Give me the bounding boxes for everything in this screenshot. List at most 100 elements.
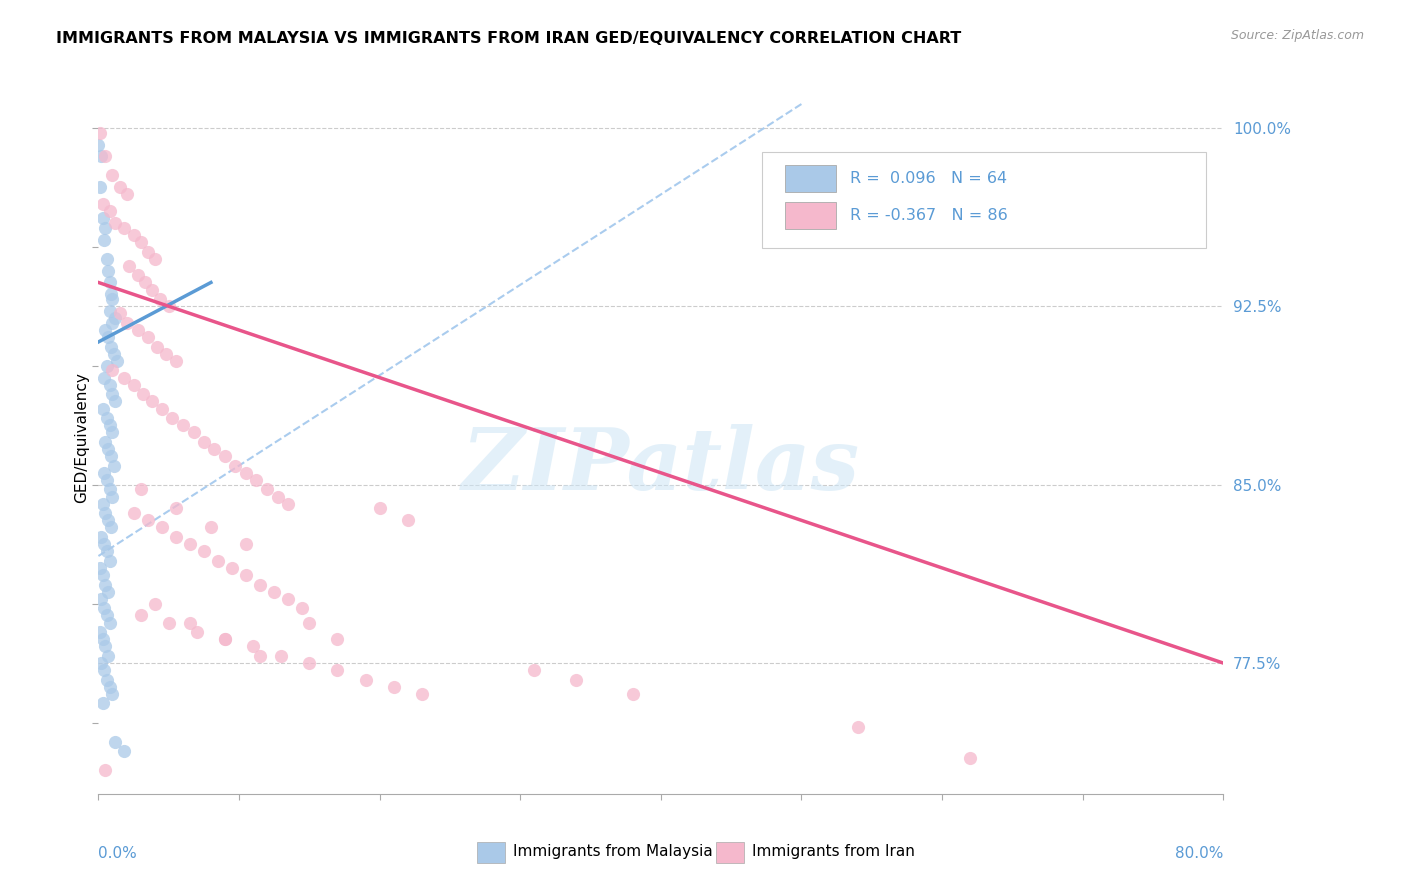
Point — [96, 359, 118, 373]
Point — [165, 354, 187, 368]
Point — [93, 537, 115, 551]
Point — [97, 513, 120, 527]
Point — [90, 530, 112, 544]
Point — [98, 377, 121, 392]
Point — [179, 615, 201, 630]
Point — [165, 501, 187, 516]
Text: Immigrants from Iran: Immigrants from Iran — [752, 845, 915, 859]
Point — [157, 615, 180, 630]
Point — [127, 268, 149, 283]
Point — [160, 411, 183, 425]
Point — [96, 673, 118, 687]
Point — [98, 204, 121, 219]
Point — [270, 648, 292, 663]
Point — [141, 283, 163, 297]
Point — [298, 615, 321, 630]
Point — [157, 299, 180, 313]
Point — [242, 640, 264, 654]
Point — [101, 387, 124, 401]
Point — [134, 276, 156, 290]
Point — [112, 744, 135, 758]
Point — [93, 233, 115, 247]
Point — [93, 663, 115, 677]
Point — [101, 687, 124, 701]
Point — [235, 537, 257, 551]
Point — [105, 354, 128, 368]
Point — [91, 568, 114, 582]
Point — [150, 401, 173, 416]
Point — [89, 561, 111, 575]
Point — [411, 687, 433, 701]
Point — [136, 244, 159, 259]
Point — [149, 292, 172, 306]
Point — [122, 506, 145, 520]
Point — [89, 126, 111, 140]
Point — [108, 180, 131, 194]
Point — [89, 180, 111, 194]
Point — [91, 401, 114, 416]
Point — [298, 656, 321, 670]
Point — [382, 680, 405, 694]
Point — [91, 697, 114, 711]
Point — [235, 568, 257, 582]
Point — [96, 473, 118, 487]
Point — [267, 490, 290, 504]
Point — [143, 597, 166, 611]
Point — [150, 520, 173, 534]
FancyBboxPatch shape — [785, 202, 837, 228]
Point — [112, 370, 135, 384]
Point — [96, 544, 118, 558]
Point — [97, 263, 120, 277]
Point — [94, 763, 117, 777]
Point — [127, 323, 149, 337]
FancyBboxPatch shape — [762, 152, 1206, 248]
Point — [104, 734, 127, 748]
Point — [129, 608, 152, 623]
Point — [115, 316, 138, 330]
Point — [101, 490, 124, 504]
Point — [100, 520, 122, 534]
Point — [326, 632, 349, 647]
Point — [98, 418, 121, 433]
Point — [118, 259, 141, 273]
Point — [100, 287, 122, 301]
Point — [221, 561, 243, 575]
Text: ZIPatlas: ZIPatlas — [461, 424, 860, 508]
Point — [87, 137, 110, 152]
Point — [94, 506, 117, 520]
Point — [104, 216, 127, 230]
Text: Source: ZipAtlas.com: Source: ZipAtlas.com — [1230, 29, 1364, 42]
Point — [277, 591, 299, 606]
Point — [98, 483, 121, 497]
Point — [256, 483, 278, 497]
Point — [214, 632, 236, 647]
Point — [94, 577, 117, 591]
Point — [846, 720, 869, 734]
Point — [96, 252, 118, 266]
Point — [183, 425, 205, 440]
Text: 80.0%: 80.0% — [1175, 847, 1223, 861]
Point — [193, 434, 215, 449]
Point — [101, 425, 124, 440]
Point — [326, 663, 349, 677]
Point — [90, 591, 112, 606]
Point — [97, 442, 120, 456]
Point — [98, 615, 121, 630]
Point — [263, 584, 285, 599]
Point — [224, 458, 246, 473]
Point — [101, 363, 124, 377]
Point — [179, 537, 201, 551]
Point — [101, 169, 124, 183]
Point — [143, 252, 166, 266]
Point — [91, 497, 114, 511]
Text: R = -0.367   N = 86: R = -0.367 N = 86 — [849, 209, 1008, 223]
Point — [91, 211, 114, 226]
Point — [112, 220, 135, 235]
Y-axis label: GED/Equivalency: GED/Equivalency — [75, 372, 89, 502]
Point — [104, 394, 127, 409]
Point — [186, 625, 208, 640]
Point — [90, 656, 112, 670]
Point — [94, 434, 117, 449]
Point — [93, 601, 115, 615]
Point — [96, 608, 118, 623]
